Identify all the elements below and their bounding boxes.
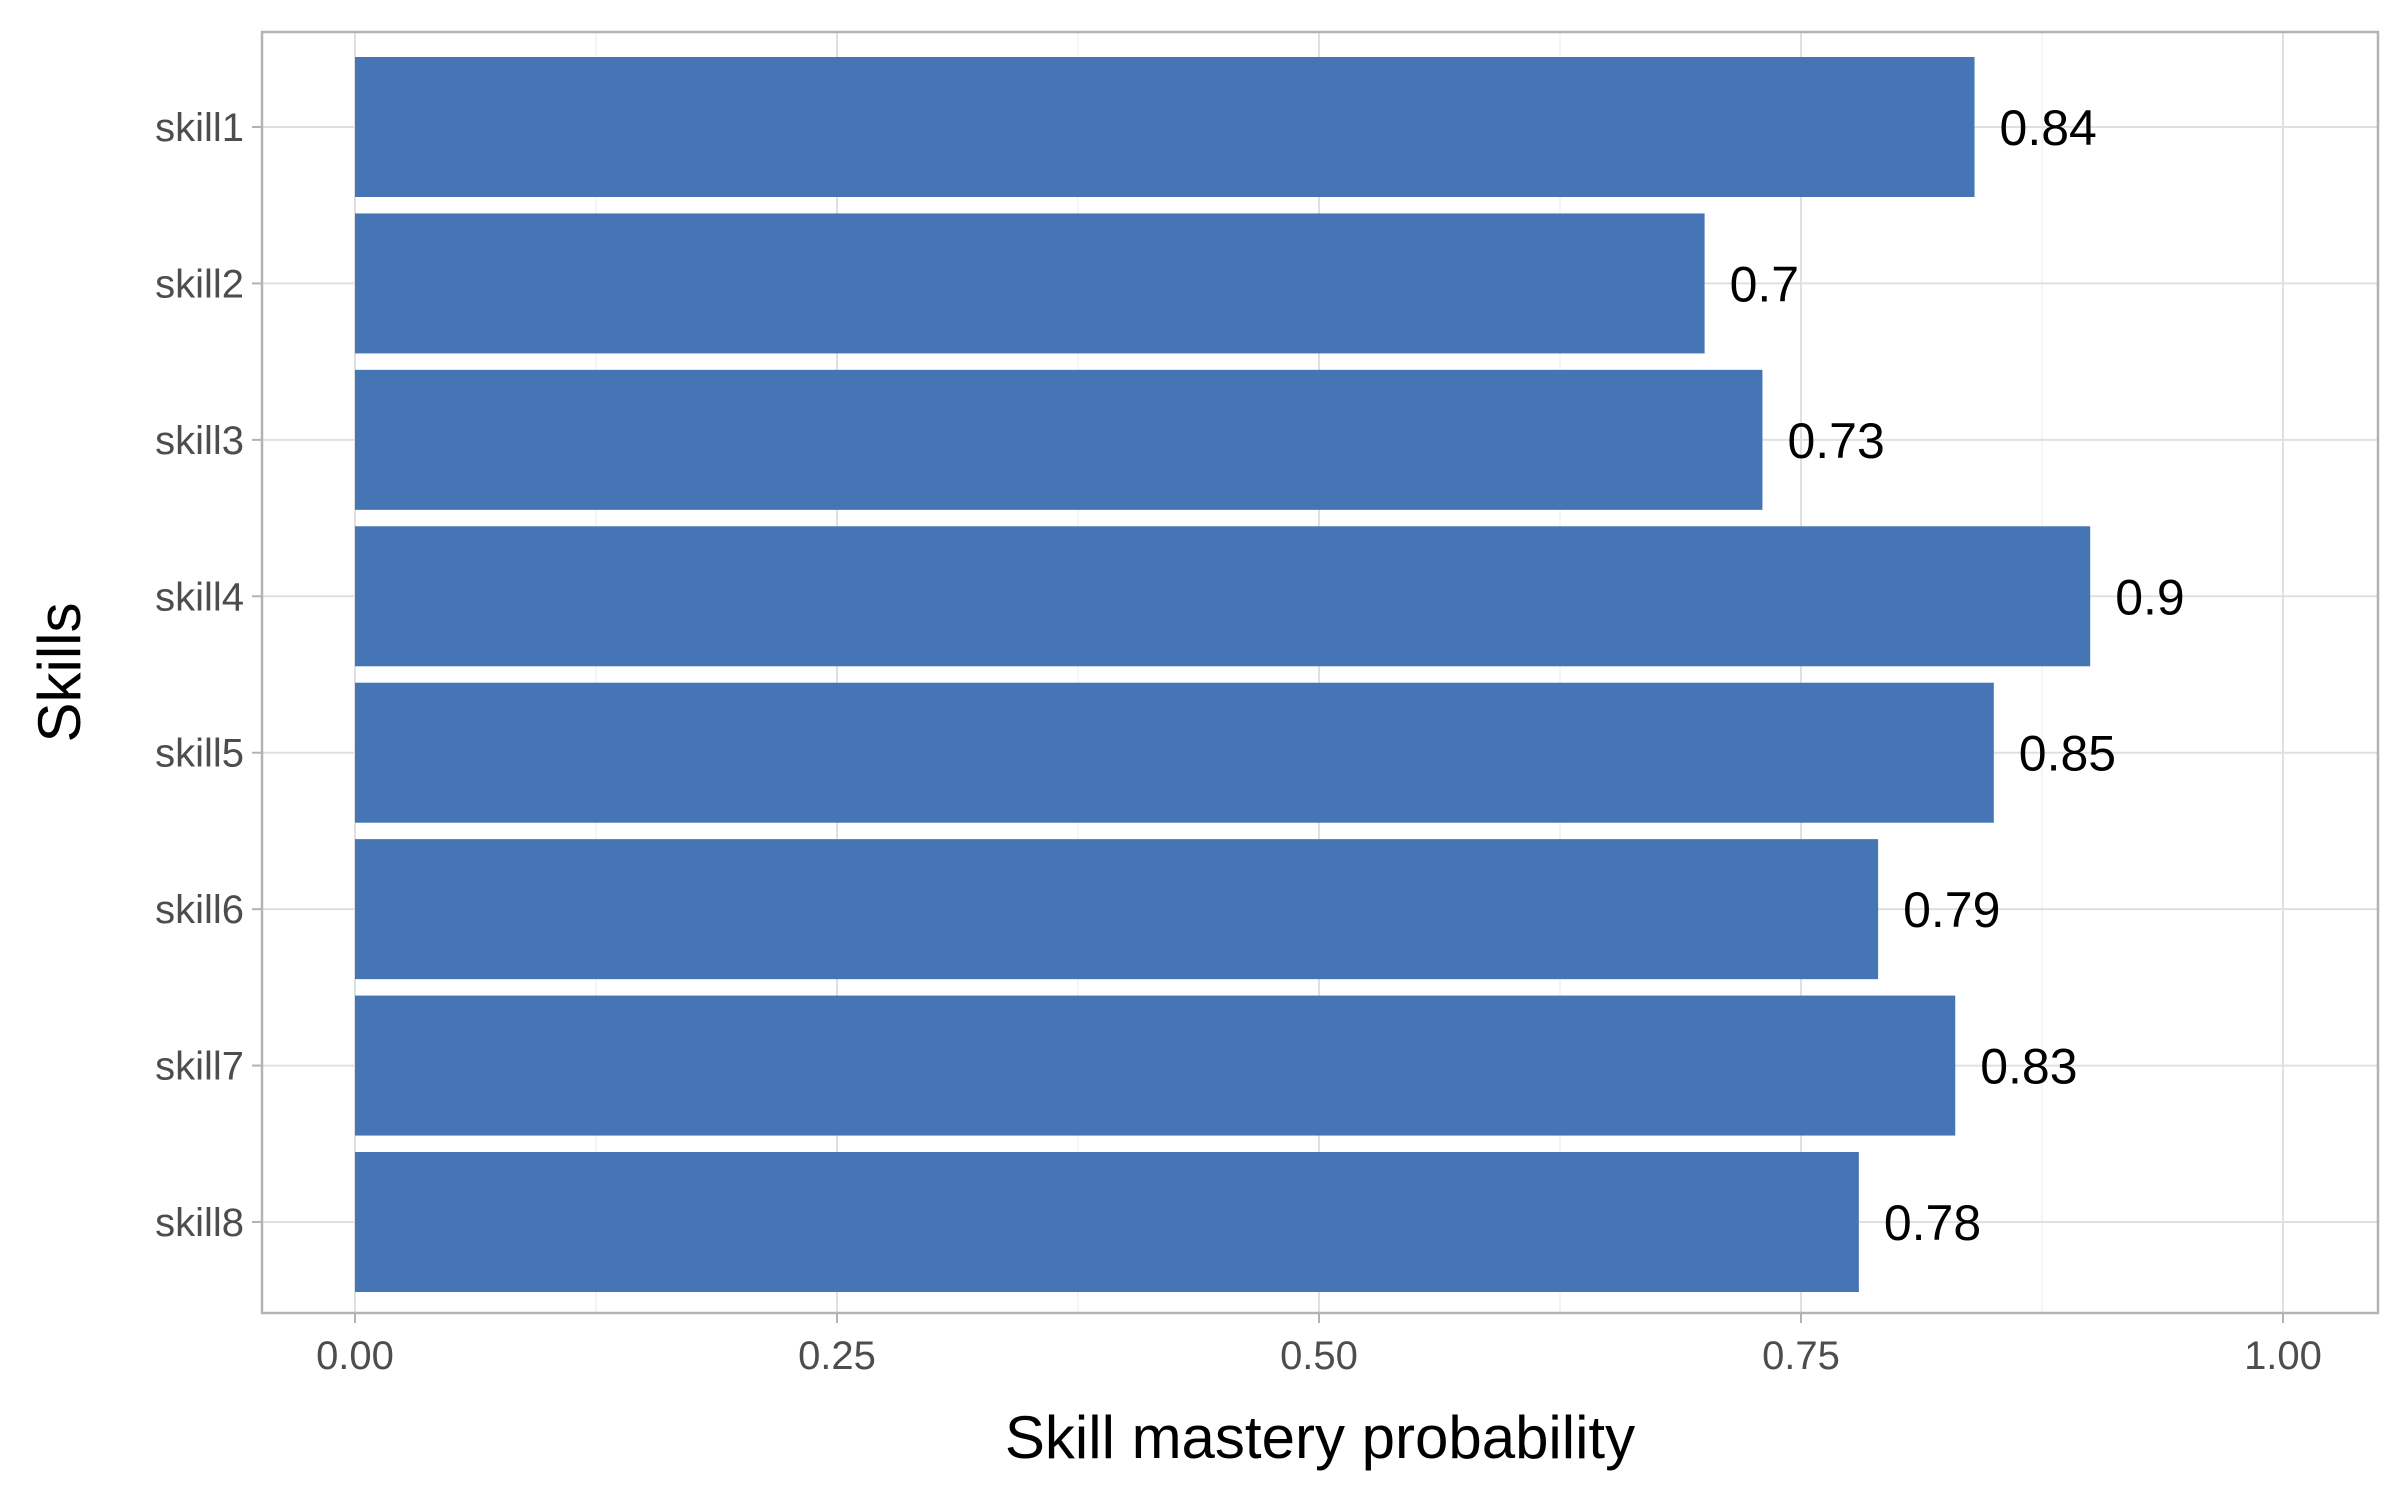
- x-tick-label: 0.50: [1280, 1334, 1358, 1378]
- y-tick-label: skill5: [155, 732, 244, 776]
- bar-skill1: [355, 57, 1975, 197]
- bar-skill6: [355, 839, 1879, 980]
- data-label-skill3: 0.73: [1787, 413, 1884, 469]
- y-tick-label: skill1: [155, 106, 244, 150]
- y-tick-label: skill3: [155, 419, 244, 463]
- bar-skill7: [355, 995, 1956, 1136]
- bar-skill2: [355, 213, 1705, 354]
- x-tick-label: 0.25: [798, 1334, 876, 1378]
- y-tick-label: skill6: [155, 888, 244, 932]
- data-labels-layer: 0.84 0.7 0.73 0.9 0.85 0.79 0.83 0.78: [1730, 100, 2185, 1251]
- y-tick-label: skill4: [155, 575, 244, 619]
- data-label-skill1: 0.84: [2000, 100, 2097, 156]
- y-tick-label: skill8: [155, 1201, 244, 1245]
- data-label-skill5: 0.85: [2019, 726, 2116, 782]
- data-label-skill7: 0.83: [1980, 1039, 2077, 1095]
- x-tick-label: 1.00: [2244, 1334, 2322, 1378]
- axis-layer: 0.00 0.25 0.50 0.75 1.00 skill1 skill2 skill3 sk…: [155, 106, 2322, 1378]
- bar-skill3: [355, 369, 1763, 510]
- y-tick-label: skill2: [155, 262, 244, 306]
- bar-skill4: [355, 526, 2091, 667]
- x-tick-label: 0.00: [316, 1334, 394, 1378]
- bar-skill5: [355, 682, 1994, 823]
- x-tick-label: 0.75: [1762, 1334, 1840, 1378]
- y-axis-title: Skills: [26, 602, 93, 742]
- x-axis-title: Skill mastery probability: [1005, 1404, 1635, 1471]
- y-tick-label: skill7: [155, 1045, 244, 1089]
- data-label-skill4: 0.9: [2115, 569, 2185, 625]
- data-label-skill2: 0.7: [1730, 256, 1800, 312]
- bars-layer: [355, 57, 2091, 1292]
- bar-skill8: [355, 1152, 1859, 1292]
- data-label-skill8: 0.78: [1884, 1195, 1981, 1251]
- data-label-skill6: 0.79: [1903, 882, 2000, 938]
